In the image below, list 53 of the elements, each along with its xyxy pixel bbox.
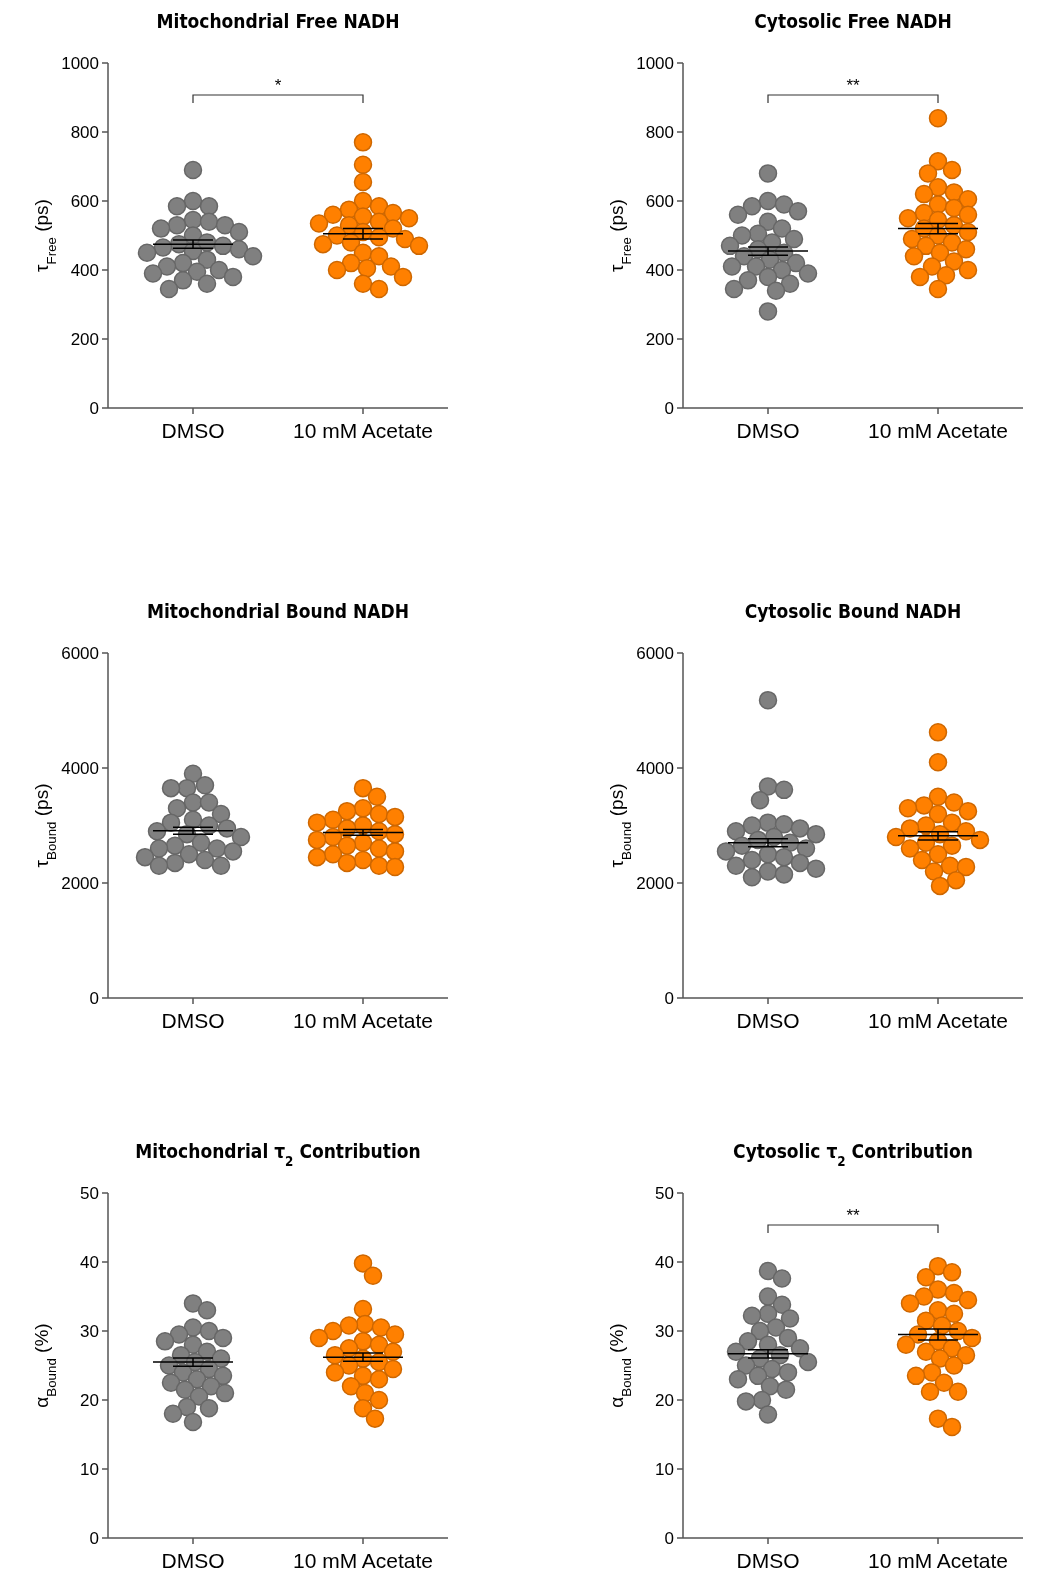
y-tick-label: 600 bbox=[645, 191, 674, 211]
y-tick-label: 0 bbox=[664, 398, 674, 418]
y-tick-label: 2000 bbox=[61, 873, 99, 893]
x-tick-label: DMSO bbox=[736, 1549, 800, 1572]
chart-title: Mitochondrial Bound NADH bbox=[146, 600, 410, 622]
y-tick-label: 30 bbox=[655, 1321, 674, 1341]
x-tick-label: DMSO bbox=[736, 419, 800, 442]
x-tick-label: DMSO bbox=[161, 419, 225, 442]
y-tick-label: 800 bbox=[645, 122, 674, 142]
y-tick-label: 2000 bbox=[636, 873, 674, 893]
y-tick-label: 40 bbox=[80, 1252, 99, 1272]
annotation: ** bbox=[846, 76, 860, 95]
x-tick-label: DMSO bbox=[161, 1009, 225, 1032]
x-tick-label: 10 mM Acetate bbox=[292, 1009, 434, 1032]
y-tick-label: 40 bbox=[655, 1252, 674, 1272]
y-tick-label: 0 bbox=[664, 1528, 674, 1548]
y-tick-label: 400 bbox=[70, 260, 99, 280]
chart-title: Mitochondrial τ$_{2}$ Contribution bbox=[135, 1140, 421, 1169]
y-tick-label: 200 bbox=[70, 329, 99, 349]
x-tick-label: 10 mM Acetate bbox=[292, 419, 434, 442]
y-tick-label: 4000 bbox=[636, 758, 674, 778]
x-tick-label: DMSO bbox=[736, 1009, 800, 1032]
y-tick-label: 0 bbox=[89, 1528, 99, 1548]
y-tick-label: 600 bbox=[70, 191, 99, 211]
y-tick-label: 0 bbox=[89, 988, 99, 1008]
chart-title: Cytosolic Free NADH bbox=[754, 10, 952, 32]
chart-title: Cytosolic τ$_{2}$ Contribution bbox=[733, 1140, 973, 1169]
x-tick-label: DMSO bbox=[161, 1549, 225, 1572]
y-tick-label: 400 bbox=[645, 260, 674, 280]
y-tick-label: 1000 bbox=[636, 53, 674, 73]
chart-title: Cytosolic Bound NADH bbox=[744, 600, 962, 622]
y-tick-label: 20 bbox=[655, 1390, 674, 1410]
x-tick-label: 10 mM Acetate bbox=[867, 1009, 1009, 1032]
y-tick-label: 200 bbox=[645, 329, 674, 349]
y-tick-label: 50 bbox=[80, 1183, 99, 1203]
y-tick-label: 10 bbox=[655, 1459, 674, 1479]
y-tick-label: 30 bbox=[80, 1321, 99, 1341]
y-tick-label: 10 bbox=[80, 1459, 99, 1479]
y-tick-label: 0 bbox=[664, 988, 674, 1008]
y-tick-label: 20 bbox=[80, 1390, 99, 1410]
y-tick-label: 4000 bbox=[61, 758, 99, 778]
x-tick-label: 10 mM Acetate bbox=[867, 1549, 1009, 1572]
y-tick-label: 800 bbox=[70, 122, 99, 142]
y-tick-label: 50 bbox=[655, 1183, 674, 1203]
y-tick-label: 0 bbox=[89, 398, 99, 418]
annotation: * bbox=[274, 76, 282, 95]
y-tick-label: 6000 bbox=[61, 643, 99, 663]
annotation: ** bbox=[846, 1206, 860, 1225]
x-tick-label: 10 mM Acetate bbox=[867, 419, 1009, 442]
chart-title: Mitochondrial Free NADH bbox=[156, 10, 400, 32]
y-tick-label: 1000 bbox=[61, 53, 99, 73]
y-tick-label: 6000 bbox=[636, 643, 674, 663]
x-tick-label: 10 mM Acetate bbox=[292, 1549, 434, 1572]
